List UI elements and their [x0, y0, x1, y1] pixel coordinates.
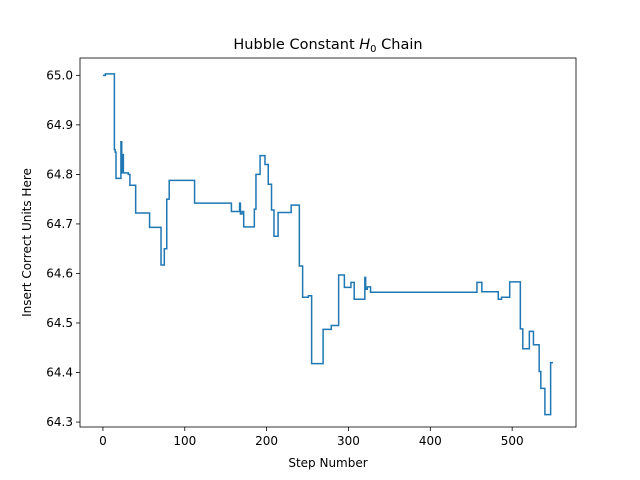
- x-tick-label: 500: [501, 434, 524, 448]
- y-tick-label: 64.6: [46, 266, 73, 280]
- y-tick-label: 64.3: [46, 415, 73, 429]
- y-tick-label: 64.7: [46, 217, 73, 231]
- plot-area: [80, 58, 576, 427]
- y-tick-label: 65.0: [46, 68, 73, 82]
- plot-frame: [79, 57, 577, 428]
- x-tick-label: 400: [419, 434, 442, 448]
- x-tick-label: 100: [173, 434, 196, 448]
- series-layer: [102, 73, 554, 416]
- series-line-0: [102, 73, 554, 416]
- x-tick-label: 0: [99, 434, 107, 448]
- x-tick-label: 200: [255, 434, 278, 448]
- x-tick-label: 300: [337, 434, 360, 448]
- y-tick-label: 64.8: [46, 167, 73, 181]
- y-tick-label: 64.9: [46, 118, 73, 132]
- y-tick-label: 64.4: [46, 366, 73, 380]
- chart-title: Hubble Constant H0 Chain: [233, 37, 422, 55]
- x-axis-ticks: 0 100 200 300 400 500: [99, 427, 524, 448]
- y-axis-ticks: 64.3 64.4 64.5 64.6 64.7 64.8 64.9 65.0: [46, 68, 80, 429]
- y-tick-label: 64.5: [46, 316, 73, 330]
- x-axis-label: Step Number: [288, 456, 367, 470]
- y-axis-label: Insert Correct Units Here: [20, 168, 34, 317]
